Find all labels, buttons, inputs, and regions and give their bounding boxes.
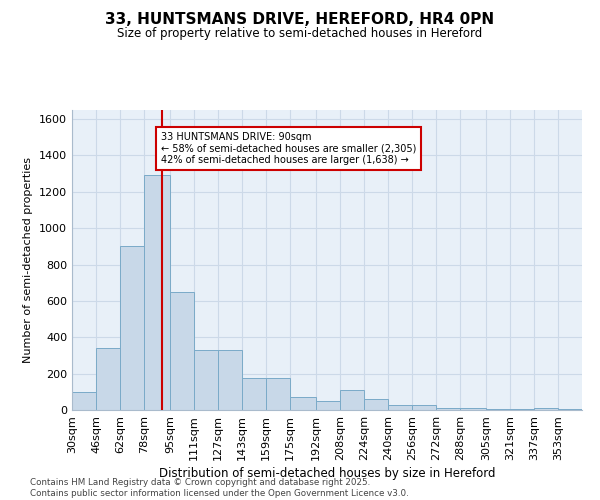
Bar (316, 401, 340, 410)
Bar (510, 409, 534, 410)
Bar (340, 390, 364, 410)
Bar (144, 176, 170, 410)
Text: Size of property relative to semi-detached houses in Hereford: Size of property relative to semi-detach… (118, 28, 482, 40)
Bar (558, 409, 582, 410)
Bar (460, 408, 486, 410)
Bar (120, 246, 144, 410)
Text: 33 HUNTSMANS DRIVE: 90sqm
← 58% of semi-detached houses are smaller (2,305)
42% : 33 HUNTSMANS DRIVE: 90sqm ← 58% of semi-… (161, 132, 416, 165)
Bar (388, 404, 412, 410)
Y-axis label: Number of semi-detached properties: Number of semi-detached properties (23, 157, 34, 363)
Text: 33, HUNTSMANS DRIVE, HEREFORD, HR4 0PN: 33, HUNTSMANS DRIVE, HEREFORD, HR4 0PN (106, 12, 494, 28)
Bar (96, 348, 120, 410)
X-axis label: Distribution of semi-detached houses by size in Hereford: Distribution of semi-detached houses by … (159, 467, 495, 480)
Bar (436, 408, 460, 410)
Bar (364, 399, 388, 410)
Bar (218, 350, 242, 410)
Bar (170, 292, 194, 410)
Bar (534, 408, 558, 410)
Text: Contains HM Land Registry data © Crown copyright and database right 2025.
Contai: Contains HM Land Registry data © Crown c… (30, 478, 409, 498)
Bar (266, 378, 290, 410)
Bar (412, 404, 436, 410)
Bar (242, 378, 266, 410)
Bar (194, 350, 218, 410)
Bar (290, 398, 316, 410)
Bar (486, 409, 510, 410)
Bar (72, 392, 96, 410)
